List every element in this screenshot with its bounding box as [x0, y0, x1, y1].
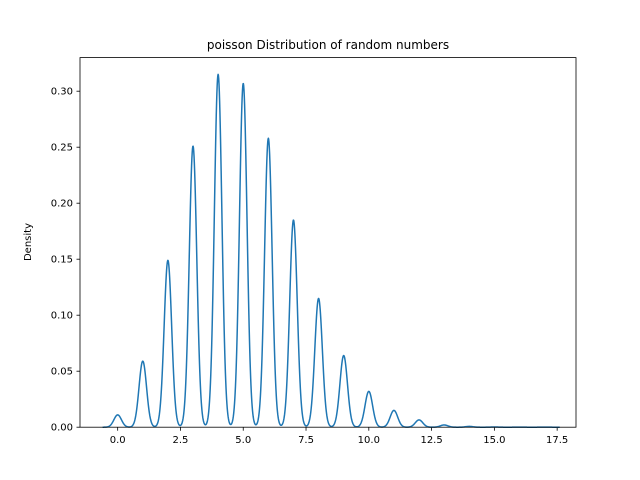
- x-tick-label: 7.5: [298, 435, 314, 446]
- y-tick-label: 0.30: [51, 87, 73, 98]
- y-axis-ticks: 0.00 0.05 0.10 0.15 0.20 0.25 0.30: [51, 87, 80, 434]
- y-tick-label: 0.00: [51, 423, 73, 434]
- y-tick-label: 0.20: [51, 199, 73, 210]
- x-tick-label: 10.0: [358, 435, 380, 446]
- x-tick-label: 15.0: [483, 435, 505, 446]
- x-tick-label: 17.5: [546, 435, 568, 446]
- x-tick-label: 5.0: [235, 435, 251, 446]
- x-axis-ticks: 0.0 2.5 5.0 7.5 10.0 12.5 15.0 17.5: [110, 427, 568, 446]
- plot-frame: [79, 57, 577, 428]
- y-axis-label: Density: [23, 223, 34, 261]
- y-tick-label: 0.15: [51, 255, 73, 266]
- y-tick-label: 0.25: [51, 143, 73, 154]
- x-tick-label: 0.0: [110, 435, 126, 446]
- x-tick-label: 12.5: [420, 435, 442, 446]
- chart-title: poisson Distribution of random numbers: [207, 38, 449, 52]
- y-tick-label: 0.05: [51, 367, 73, 378]
- x-tick-label: 2.5: [173, 435, 189, 446]
- y-tick-label: 0.10: [51, 311, 73, 322]
